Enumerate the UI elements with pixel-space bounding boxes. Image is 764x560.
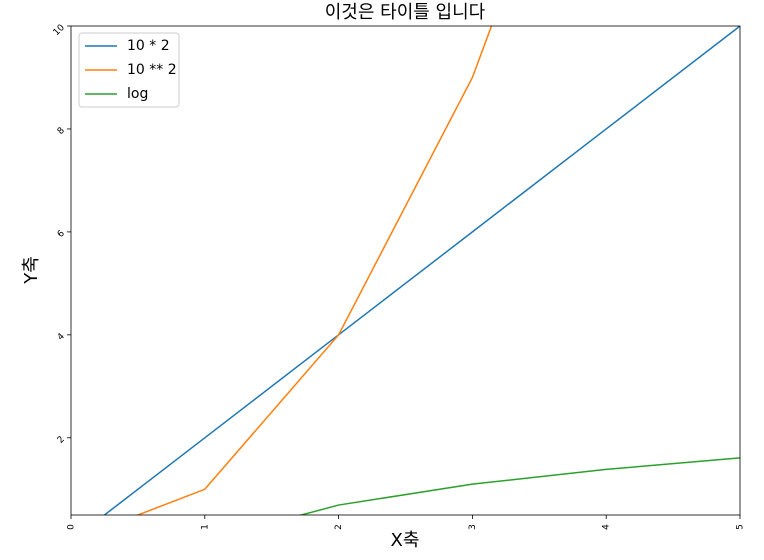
- y-tick-label: 10: [52, 23, 67, 38]
- x-axis-label: X축: [391, 530, 420, 551]
- x-tick-label: 3: [468, 524, 478, 530]
- legend-box: [78, 32, 180, 108]
- chart-title: 이것은 타이틀 입니다: [325, 2, 486, 23]
- plot-frame: [70, 25, 741, 516]
- y-tick-label: 4: [56, 331, 67, 342]
- data-line: [135, 26, 493, 515]
- x-tick-label: 1: [200, 524, 210, 530]
- y-tick-label: 6: [56, 229, 67, 240]
- x-tick-label: 4: [602, 524, 612, 530]
- legend-label: log: [127, 86, 148, 102]
- legend-label: 10 * 2: [127, 38, 170, 54]
- y-tick-label: 2: [56, 435, 67, 446]
- y-axis-label: Y축: [21, 256, 42, 285]
- x-tick-label: 5: [736, 524, 746, 530]
- plot-lines: [103, 26, 740, 515]
- x-tick-label: 2: [334, 524, 344, 530]
- data-line: [103, 26, 740, 515]
- y-tick-label: 8: [56, 126, 67, 137]
- data-line: [298, 457, 740, 515]
- legend-label: 10 ** 2: [127, 62, 177, 78]
- x-tick-label: 0: [67, 524, 77, 530]
